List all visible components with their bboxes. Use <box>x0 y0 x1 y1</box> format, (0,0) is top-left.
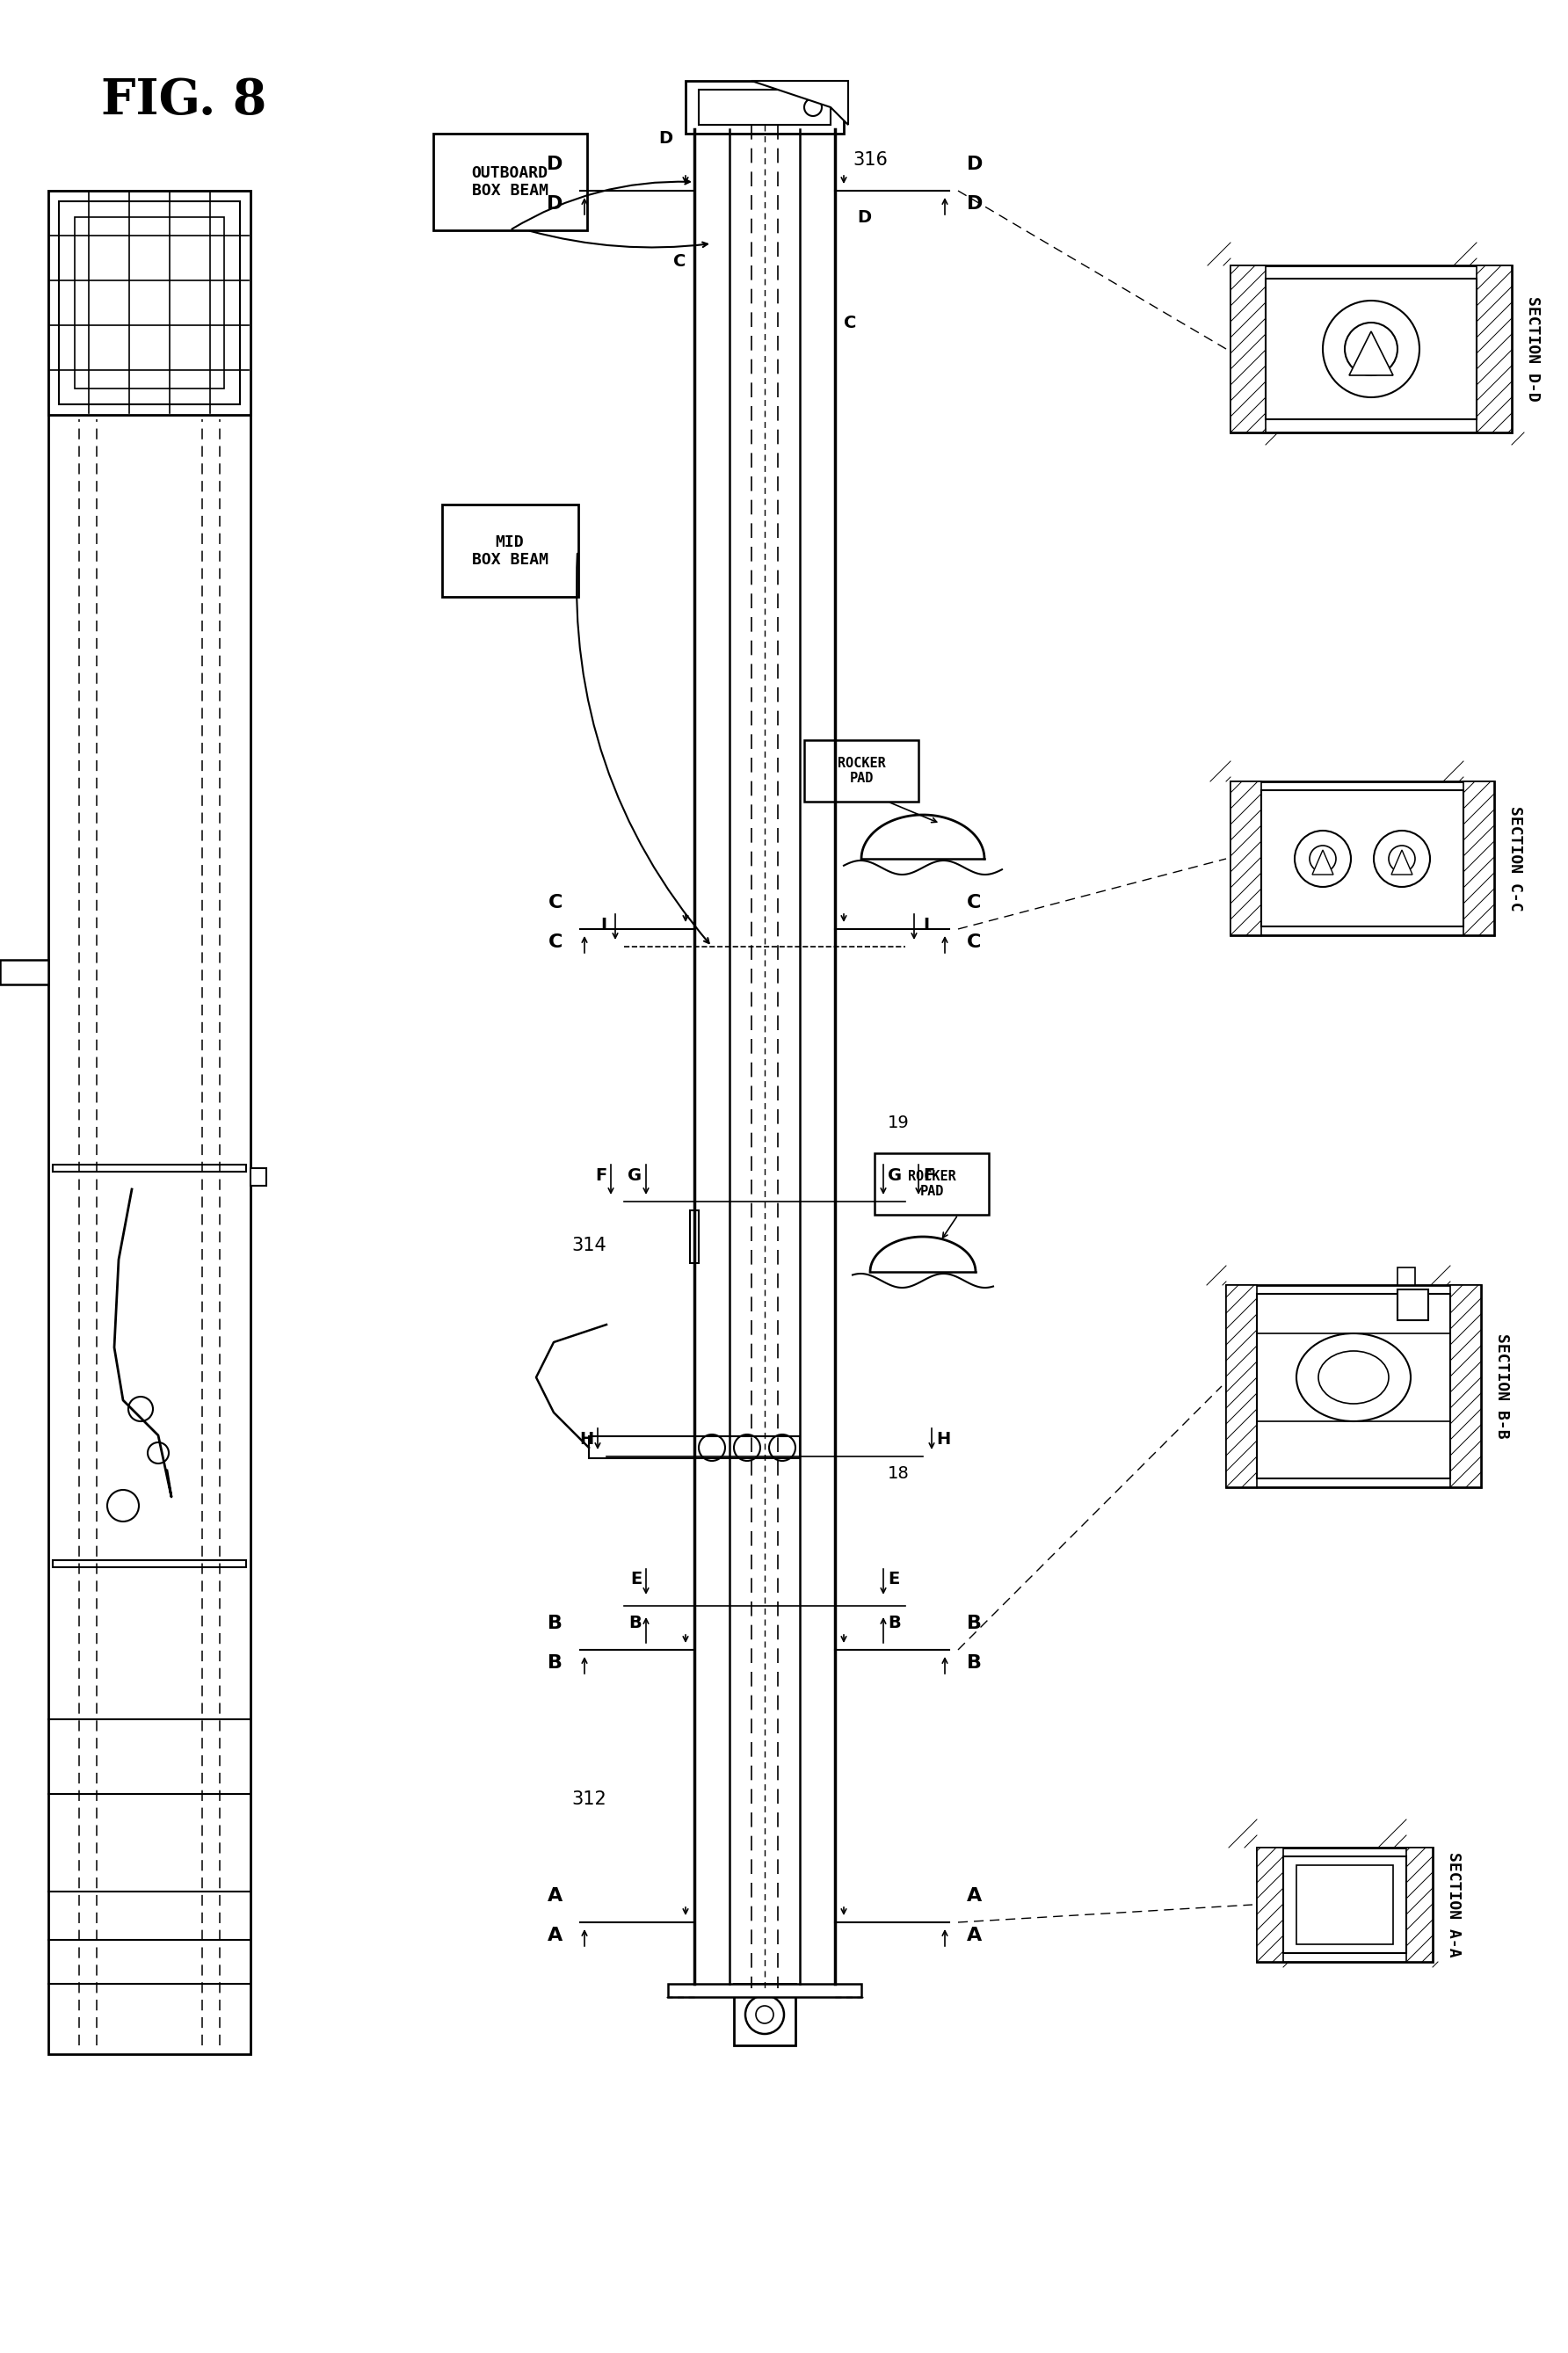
Bar <box>1397 1268 1414 1285</box>
Text: C: C <box>967 894 982 911</box>
Text: 18: 18 <box>887 1466 909 1482</box>
Text: D: D <box>858 209 872 226</box>
Text: MID
BOX BEAM: MID BOX BEAM <box>472 534 547 567</box>
Bar <box>1265 278 1477 419</box>
Polygon shape <box>1348 332 1392 376</box>
Polygon shape <box>751 80 848 125</box>
Bar <box>53 1165 246 1172</box>
Bar <box>875 1153 989 1214</box>
Bar <box>734 1984 795 2045</box>
Text: C: C <box>844 315 856 332</box>
Bar <box>1477 266 1512 433</box>
Text: B: B <box>887 1614 900 1633</box>
Text: FIG. 8: FIG. 8 <box>100 75 267 125</box>
Bar <box>1231 266 1265 433</box>
Bar <box>0 960 49 984</box>
Text: G: G <box>887 1167 902 1184</box>
Polygon shape <box>1312 849 1333 875</box>
Bar <box>685 80 844 134</box>
Bar <box>1231 781 1494 934</box>
Text: E: E <box>630 1572 641 1588</box>
Text: 316: 316 <box>853 151 887 169</box>
Text: B: B <box>967 1654 982 1671</box>
Bar <box>590 1435 800 1459</box>
Polygon shape <box>1391 849 1413 875</box>
Text: C: C <box>549 894 563 911</box>
Text: C: C <box>549 934 563 951</box>
Text: SECTION D-D: SECTION D-D <box>1526 296 1541 402</box>
Bar <box>1226 1285 1258 1487</box>
Text: A: A <box>967 1927 982 1944</box>
Text: SECTION A-A: SECTION A-A <box>1446 1852 1461 1958</box>
Text: 19: 19 <box>887 1113 909 1132</box>
Text: D: D <box>546 155 563 174</box>
Text: E: E <box>887 1572 900 1588</box>
Text: C: C <box>967 934 982 951</box>
Bar <box>1397 1289 1428 1320</box>
Text: I: I <box>924 915 930 934</box>
Text: F: F <box>594 1167 607 1184</box>
Bar <box>1406 1847 1433 1962</box>
Text: SECTION C-C: SECTION C-C <box>1507 807 1523 911</box>
Bar <box>53 1560 246 1567</box>
Text: D: D <box>546 195 563 212</box>
Bar <box>1258 1847 1283 1962</box>
Text: OUTBOARD
BOX BEAM: OUTBOARD BOX BEAM <box>472 165 547 200</box>
Bar <box>442 504 579 598</box>
Text: ROCKER
PAD: ROCKER PAD <box>837 758 886 786</box>
Bar <box>49 191 251 2054</box>
Bar <box>49 191 251 414</box>
Text: B: B <box>967 1614 982 1633</box>
Text: 312: 312 <box>571 1791 607 1807</box>
Bar <box>1261 791 1463 927</box>
Bar <box>1297 1866 1392 1944</box>
Text: B: B <box>547 1654 563 1671</box>
Bar <box>804 741 919 802</box>
Bar <box>1283 1857 1406 1953</box>
Text: A: A <box>967 1887 982 1904</box>
Text: SECTION B-B: SECTION B-B <box>1494 1334 1510 1438</box>
Bar <box>1450 1285 1482 1487</box>
Text: F: F <box>924 1167 935 1184</box>
Bar <box>1226 1285 1482 1487</box>
Bar <box>690 1209 699 1264</box>
Bar <box>60 202 240 405</box>
Bar <box>699 89 831 125</box>
Text: I: I <box>601 915 607 934</box>
Bar <box>668 1984 861 1998</box>
Text: D: D <box>967 195 983 212</box>
Bar <box>1463 781 1494 934</box>
Text: ROCKER
PAD: ROCKER PAD <box>908 1169 956 1198</box>
Text: H: H <box>936 1431 950 1447</box>
Bar <box>1231 781 1261 934</box>
Text: C: C <box>673 252 685 268</box>
Text: D: D <box>967 155 983 174</box>
Bar <box>1258 1294 1450 1478</box>
Bar <box>1231 266 1512 433</box>
Text: G: G <box>627 1167 641 1184</box>
Bar <box>75 216 224 388</box>
Text: A: A <box>547 1887 563 1904</box>
Bar <box>251 1167 267 1186</box>
Text: 314: 314 <box>571 1238 607 1254</box>
Text: B: B <box>547 1614 563 1633</box>
Bar <box>433 134 586 231</box>
Text: A: A <box>547 1927 563 1944</box>
Bar <box>1258 1847 1433 1962</box>
Text: B: B <box>629 1614 641 1633</box>
Text: D: D <box>659 129 673 146</box>
Text: H: H <box>579 1431 593 1447</box>
